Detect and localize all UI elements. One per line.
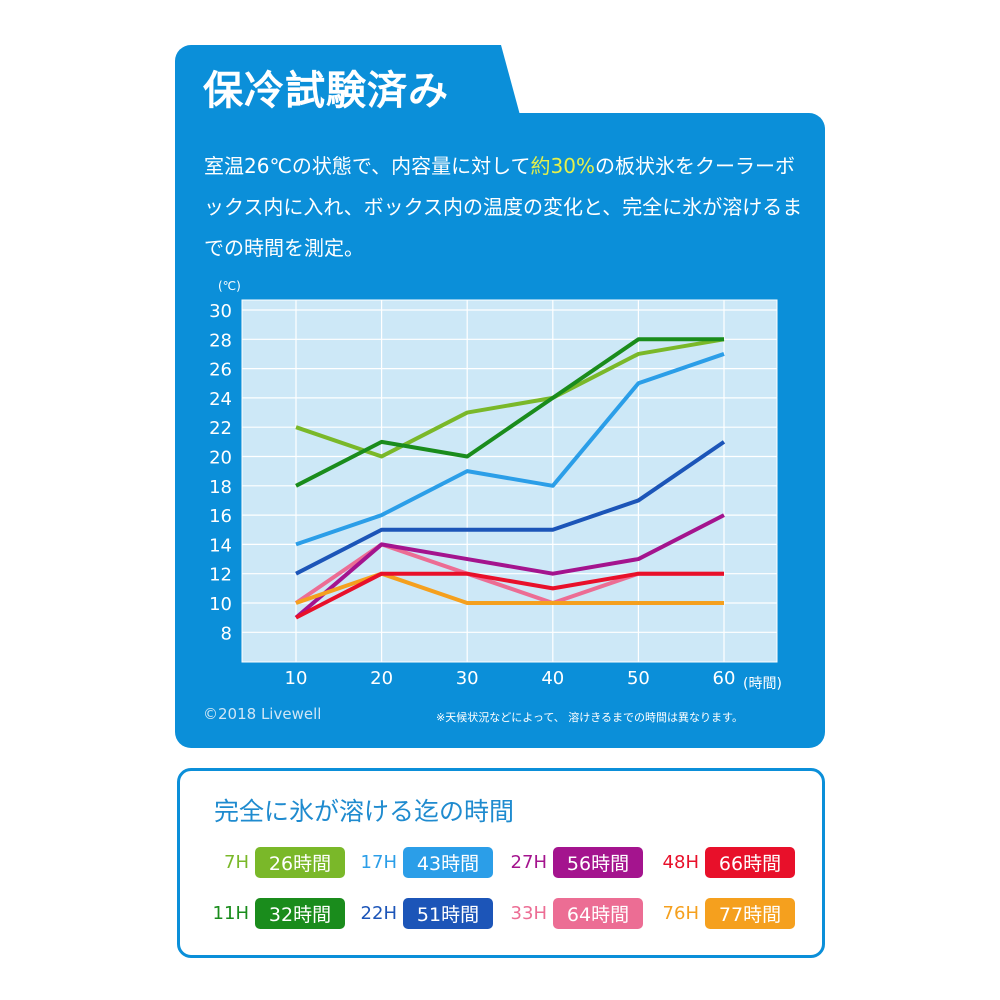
x-tick-label: 20 bbox=[370, 668, 393, 689]
y-axis-label: (℃) bbox=[218, 279, 241, 293]
legend-item: 27H 56時間 bbox=[503, 847, 643, 878]
y-tick-label: 28 bbox=[209, 330, 232, 351]
y-tick-label: 14 bbox=[209, 535, 232, 556]
y-tick-label: 18 bbox=[209, 477, 232, 498]
legend-item-label: 22H bbox=[360, 903, 397, 924]
series-line-7H bbox=[295, 337, 725, 459]
y-tick-label: 10 bbox=[209, 594, 232, 615]
legend-item-time: 26時間 bbox=[255, 847, 345, 878]
description: 室温26℃の状態で、内容量に対して約30%の板状氷をクーラーボックス内に入れ、ボ… bbox=[204, 146, 809, 269]
y-tick-label: 20 bbox=[209, 448, 232, 469]
series-line-17H bbox=[295, 352, 725, 547]
legend-item: 48H 66時間 bbox=[655, 847, 795, 878]
series-line-76H bbox=[295, 571, 724, 605]
description-text-rest: の板状氷をクーラーボックス内に入れ、ボックス内の温度の変化と、完全に氷が溶けるま… bbox=[204, 154, 803, 260]
y-tick-label: 12 bbox=[209, 565, 232, 586]
legend-item-time: 51時間 bbox=[403, 898, 493, 929]
legend-item-label: 76H bbox=[662, 903, 699, 924]
series-lines bbox=[294, 337, 726, 620]
series-line-48H bbox=[295, 571, 724, 620]
series-line-22H bbox=[295, 440, 726, 576]
legend-item: 17H 43時間 bbox=[353, 847, 493, 878]
legend-item: 11H 32時間 bbox=[205, 898, 345, 929]
x-tick-label: 60 bbox=[713, 668, 736, 689]
copyright: ©2018 Livewell bbox=[203, 705, 322, 723]
legend-item-time: 32時間 bbox=[255, 898, 345, 929]
legend-item: 33H 64時間 bbox=[503, 898, 643, 929]
legend-item-time: 43時間 bbox=[403, 847, 493, 878]
legend-item-label: 33H bbox=[510, 903, 547, 924]
y-tick-label: 16 bbox=[209, 506, 232, 527]
x-tick-label: 50 bbox=[627, 668, 650, 689]
y-tick-label: 26 bbox=[209, 360, 232, 381]
x-tick-label: 40 bbox=[541, 668, 564, 689]
description-text: 室温26℃の状態で、内容量に対して bbox=[204, 154, 531, 178]
y-tick-label: 24 bbox=[209, 389, 232, 410]
series-line-27H bbox=[294, 513, 725, 620]
y-tick-label: 22 bbox=[209, 418, 232, 439]
x-tick-label: 30 bbox=[456, 668, 479, 689]
legend-item: 76H 77時間 bbox=[655, 898, 795, 929]
y-tick-label: 8 bbox=[221, 623, 232, 644]
disclaimer-note: ※天候状況などによって、 溶けきるまでの時間は異なります。 bbox=[436, 711, 743, 724]
legend-item-time: 56時間 bbox=[553, 847, 643, 878]
plot-area bbox=[241, 299, 778, 663]
legend-item: 7H 26時間 bbox=[205, 847, 345, 878]
page-title: 保冷試験済み bbox=[203, 68, 449, 114]
tick-labels: 8 10 12 14 16 18 20 22 24 26 28 30 10 20 30 40 50 60 bbox=[209, 301, 735, 689]
legend-item-label: 7H bbox=[224, 852, 249, 873]
legend-title: 完全に氷が溶ける迄の時間 bbox=[214, 797, 515, 826]
series-line-11H bbox=[295, 337, 724, 488]
y-tick-label: 30 bbox=[209, 301, 232, 322]
legend-item: 22H 51時間 bbox=[353, 898, 493, 929]
legend-item-label: 17H bbox=[360, 852, 397, 873]
legend-item-label: 11H bbox=[212, 903, 249, 924]
legend-item-time: 64時間 bbox=[553, 898, 643, 929]
legend-item-label: 27H bbox=[510, 852, 547, 873]
legend-item-time: 77時間 bbox=[705, 898, 795, 929]
x-axis-label: (時間) bbox=[743, 676, 782, 692]
description-highlight: 約30% bbox=[530, 154, 595, 178]
legend-item-label: 48H bbox=[662, 852, 699, 873]
x-tick-label: 10 bbox=[285, 668, 308, 689]
legend-item-time: 66時間 bbox=[705, 847, 795, 878]
